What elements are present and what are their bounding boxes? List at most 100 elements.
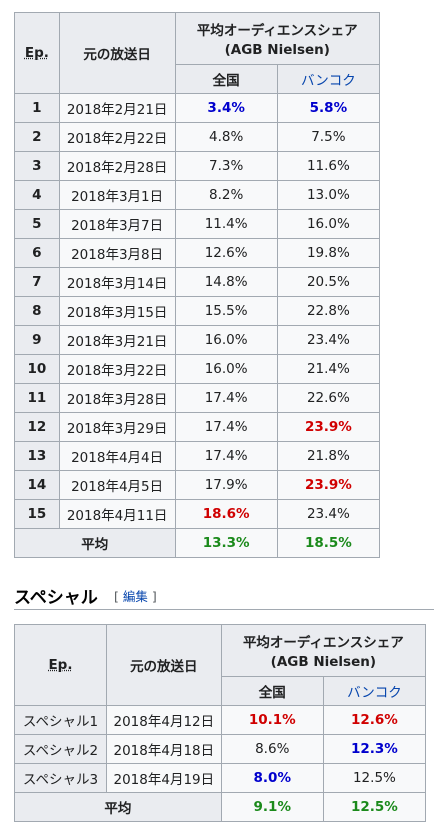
air-date: 2018年3月22日 — [58, 354, 176, 384]
episode-number: 15 — [14, 499, 60, 529]
bangkok-share: 23.4% — [276, 499, 381, 529]
edit-section: [ 編集 ] — [114, 586, 157, 605]
table-row: スペシャル2 2018年4月18日 8.6% 12.3% — [14, 734, 427, 764]
table-row: 8 2018年3月15日 15.5% 22.8% — [14, 296, 381, 326]
episode-number: スペシャル2 — [14, 734, 107, 764]
share-header: 平均オーディエンスシェア (AGB Nielsen) — [174, 12, 381, 65]
bangkok-link[interactable]: バンコク — [347, 685, 402, 701]
bangkok-share: 22.8% — [276, 296, 381, 326]
nationwide-share: 16.0% — [174, 325, 278, 355]
episode-number: 7 — [14, 267, 60, 297]
bangkok-header[interactable]: バンコク — [276, 64, 381, 94]
air-date: 2018年3月15日 — [58, 296, 176, 326]
table-row: 10 2018年3月22日 16.0% 21.4% — [14, 354, 381, 384]
bangkok-link[interactable]: バンコク — [301, 73, 356, 89]
bangkok-share: 16.0% — [276, 209, 381, 239]
episode-number: 6 — [14, 238, 60, 268]
table-row: 3 2018年2月28日 7.3% 11.6% — [14, 151, 381, 181]
air-date: 2018年3月21日 — [58, 325, 176, 355]
table-row: スペシャル3 2018年4月19日 8.0% 12.5% — [14, 763, 427, 793]
episode-number: 8 — [14, 296, 60, 326]
air-date: 2018年4月5日 — [58, 470, 176, 500]
table-row: 15 2018年4月11日 18.6% 23.4% — [14, 499, 381, 529]
bangkok-share: 11.6% — [276, 151, 381, 181]
average-nationwide: 13.3% — [174, 528, 278, 558]
special-title: スペシャル — [14, 588, 98, 608]
bangkok-share: 21.4% — [276, 354, 381, 384]
episode-number: 2 — [14, 122, 60, 152]
air-date: 2018年3月14日 — [58, 267, 176, 297]
bangkok-share: 20.5% — [276, 267, 381, 297]
share-header-source: (AGB Nielsen) — [270, 654, 377, 670]
nationwide-header: 全国 — [220, 676, 324, 706]
episode-number: 9 — [14, 325, 60, 355]
table-row: 9 2018年3月21日 16.0% 23.4% — [14, 325, 381, 355]
nationwide-share: 12.6% — [174, 238, 278, 268]
episode-number: 3 — [14, 151, 60, 181]
episode-number: 11 — [14, 383, 60, 413]
air-date: 2018年2月21日 — [58, 93, 176, 123]
bangkok-share: 7.5% — [276, 122, 381, 152]
nationwide-share: 8.2% — [174, 180, 278, 210]
ep-header-label[interactable]: Ep. — [24, 45, 49, 61]
share-header-title: 平均オーディエンスシェア — [196, 23, 358, 39]
air-date: 2018年4月12日 — [105, 705, 222, 735]
ep-header[interactable]: Ep. — [14, 624, 107, 706]
table-row: 6 2018年3月8日 12.6% 19.8% — [14, 238, 381, 268]
average-label: 平均 — [14, 528, 176, 558]
nationwide-share: 8.6% — [220, 734, 324, 764]
air-date: 2018年3月28日 — [58, 383, 176, 413]
episode-number: 13 — [14, 441, 60, 471]
edit-bracket-close: ] — [151, 589, 157, 604]
edit-link[interactable]: 編集 — [122, 589, 148, 604]
share-header-source: (AGB Nielsen) — [224, 42, 330, 58]
table-row: 1 2018年2月21日 3.4% 5.8% — [14, 93, 381, 123]
ep-header-label[interactable]: Ep. — [48, 657, 73, 673]
bangkok-share: 12.3% — [322, 734, 427, 764]
table-row: 5 2018年3月7日 11.4% 16.0% — [14, 209, 381, 239]
edit-bracket-open: [ — [114, 589, 119, 604]
average-row: 平均 13.3% 18.5% — [14, 528, 381, 558]
air-date: 2018年3月29日 — [58, 412, 176, 442]
air-date: 2018年4月4日 — [58, 441, 176, 471]
episode-number: スペシャル3 — [14, 763, 107, 793]
special-ratings-table: Ep. 元の放送日 平均オーディエンスシェア (AGB Nielsen) 全国 … — [14, 624, 427, 822]
air-date: 2018年4月11日 — [58, 499, 176, 529]
air-date: 2018年2月28日 — [58, 151, 176, 181]
bangkok-share: 5.8% — [276, 93, 381, 123]
episode-number: 14 — [14, 470, 60, 500]
air-date: 2018年4月18日 — [105, 734, 222, 764]
nationwide-share: 8.0% — [220, 763, 324, 793]
nationwide-share: 11.4% — [174, 209, 278, 239]
nationwide-share: 16.0% — [174, 354, 278, 384]
average-bangkok: 18.5% — [276, 528, 381, 558]
table-row: 14 2018年4月5日 17.9% 23.9% — [14, 470, 381, 500]
ep-header[interactable]: Ep. — [14, 12, 60, 94]
episode-number: 5 — [14, 209, 60, 239]
episode-number: 4 — [14, 180, 60, 210]
nationwide-share: 3.4% — [174, 93, 278, 123]
share-header-title: 平均オーディエンスシェア — [242, 635, 404, 651]
nationwide-share: 18.6% — [174, 499, 278, 529]
air-date: 2018年3月8日 — [58, 238, 176, 268]
bangkok-header[interactable]: バンコク — [322, 676, 427, 706]
table-row: スペシャル1 2018年4月12日 10.1% 12.6% — [14, 705, 427, 735]
average-row: 平均 9.1% 12.5% — [14, 792, 427, 822]
special-heading: スペシャル [ 編集 ] — [14, 583, 434, 610]
bangkok-share: 22.6% — [276, 383, 381, 413]
episode-number: 12 — [14, 412, 60, 442]
date-header: 元の放送日 — [105, 624, 222, 706]
nationwide-share: 17.4% — [174, 441, 278, 471]
table-row: 2 2018年2月22日 4.8% 7.5% — [14, 122, 381, 152]
nationwide-share: 10.1% — [220, 705, 324, 735]
bangkok-share: 23.4% — [276, 325, 381, 355]
nationwide-share: 17.9% — [174, 470, 278, 500]
ratings-table: Ep. 元の放送日 平均オーディエンスシェア (AGB Nielsen) 全国 … — [14, 12, 381, 558]
bangkok-share: 21.8% — [276, 441, 381, 471]
air-date: 2018年4月19日 — [105, 763, 222, 793]
bangkok-share: 19.8% — [276, 238, 381, 268]
nationwide-share: 15.5% — [174, 296, 278, 326]
episode-number: スペシャル1 — [14, 705, 107, 735]
nationwide-share: 17.4% — [174, 412, 278, 442]
share-header: 平均オーディエンスシェア (AGB Nielsen) — [220, 624, 427, 677]
